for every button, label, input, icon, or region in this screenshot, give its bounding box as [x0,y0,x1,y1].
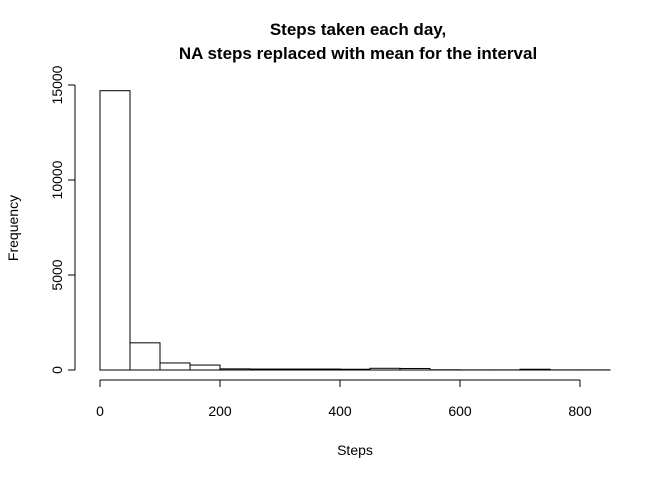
x-axis: 0 200 400 600 800 [96,379,592,419]
histogram-bar-6 [279,368,311,371]
x-tick-label-2: 400 [328,403,352,419]
histogram-bar-2 [159,362,191,371]
histogram-bar-1 [129,342,161,371]
x-tick-label-4: 800 [568,403,592,419]
y-tick-label-0: 0 [49,366,65,374]
y-tick-label-1: 5000 [49,259,65,290]
chart-title-line-1: Steps taken each day, [270,20,446,39]
y-tick-label-2: 10000 [49,160,65,199]
histogram-bar-3 [189,364,221,371]
y-axis-label: Frequency [5,195,21,261]
histogram-bar-7 [309,368,341,371]
x-axis-label: Steps [337,442,373,458]
y-axis: 0 5000 10000 15000 [49,65,76,374]
histogram-bar-9 [369,367,401,371]
x-tick-label-0: 0 [96,403,104,419]
chart-title-line-2: NA steps replaced with mean for the inte… [179,44,537,63]
x-tick-label-3: 600 [448,403,472,419]
histogram-bar-4 [219,368,251,371]
histogram-bar-0 [99,90,131,371]
histogram-bar-5 [249,368,281,371]
histogram-bar-14 [519,368,551,371]
x-tick-label-1: 200 [208,403,232,419]
histogram-bar-10 [399,367,431,371]
histogram-bar-8 [339,368,371,371]
y-tick-label-3: 15000 [49,65,65,104]
histogram-bars [99,90,611,371]
